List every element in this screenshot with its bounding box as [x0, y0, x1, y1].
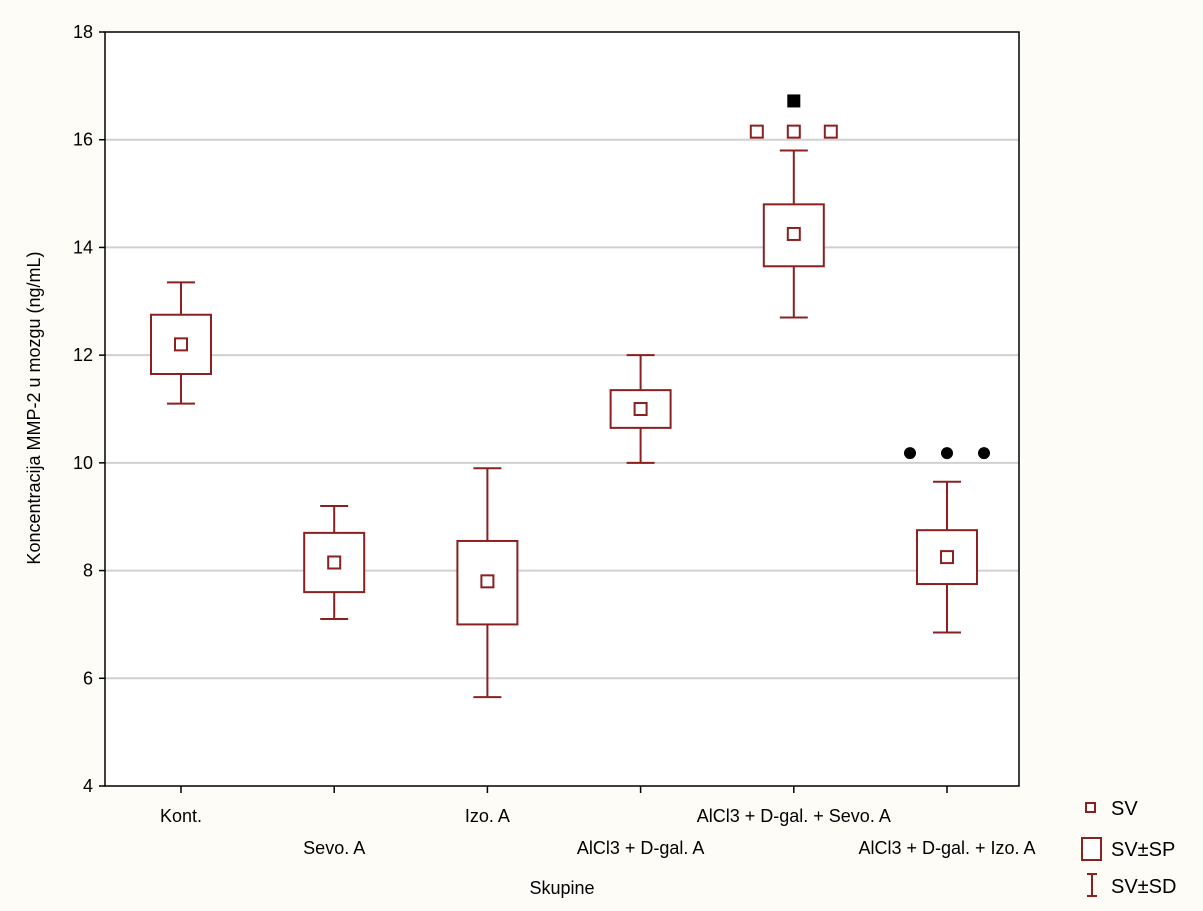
significance-dot [941, 447, 953, 460]
legend-sp-label: SV±SP [1111, 839, 1175, 861]
mean-marker [480, 574, 495, 589]
x-tick-label: AlCl3 + D-gal. + Sevo. A [697, 806, 891, 826]
y-axis-ticks: 4 6 8 10 12 14 16 18 [73, 22, 105, 796]
y-tick-label: 8 [83, 561, 93, 581]
y-tick-label: 6 [83, 668, 93, 688]
y-tick-label: 14 [73, 237, 93, 257]
y-tick-label: 16 [73, 130, 93, 150]
significance-open-square [823, 124, 838, 139]
x-axis-title: Skupine [529, 878, 594, 898]
box-group [150, 281, 212, 405]
y-tick-label: 4 [83, 776, 93, 796]
box-group [303, 504, 366, 621]
x-tick-label: Sevo. A [303, 838, 365, 858]
x-tick-label: AlCl3 + D-gal. A [577, 838, 705, 858]
significance-dot [978, 447, 990, 460]
significance-filled-square [787, 94, 801, 108]
legend-sd-label: SV±SD [1111, 876, 1176, 898]
mean-marker [940, 550, 954, 565]
x-tick-label: AlCl3 + D-gal. + Izo. A [858, 838, 1035, 858]
legend: SV SV±SP SV±SD [1081, 798, 1176, 898]
legend-sd-symbol [1087, 873, 1097, 897]
legend-sv-label: SV [1111, 798, 1138, 820]
y-tick-label: 18 [73, 22, 93, 42]
mean-marker [327, 555, 342, 570]
x-tick-label: Kont. [160, 806, 202, 826]
significance-open-square [786, 124, 801, 139]
box-group [762, 149, 825, 319]
plot-area [105, 32, 1019, 786]
x-axis-ticks: Kont. Sevo. A Izo. A AlCl3 + D-gal. A AlCl3 … [160, 786, 1036, 858]
legend-sv-symbol [1085, 802, 1096, 813]
plot-frame [104, 31, 1020, 787]
y-tick-label: 10 [73, 453, 93, 473]
box-group [916, 480, 978, 634]
x-tick-label: Izo. A [465, 806, 510, 826]
significance-open-square [749, 124, 764, 139]
mean-marker [786, 226, 801, 241]
box-group [609, 354, 672, 464]
significance-dot [904, 447, 916, 460]
legend-sp-symbol [1081, 837, 1102, 861]
mean-marker [174, 337, 188, 352]
grid-lines [105, 138, 1019, 680]
box-marks [150, 94, 990, 699]
y-tick-label: 12 [73, 345, 93, 365]
mean-marker [633, 402, 648, 416]
box-group [456, 467, 519, 699]
y-axis-title: Koncentracija MMP-2 u mozgu (ng/mL) [24, 251, 44, 564]
